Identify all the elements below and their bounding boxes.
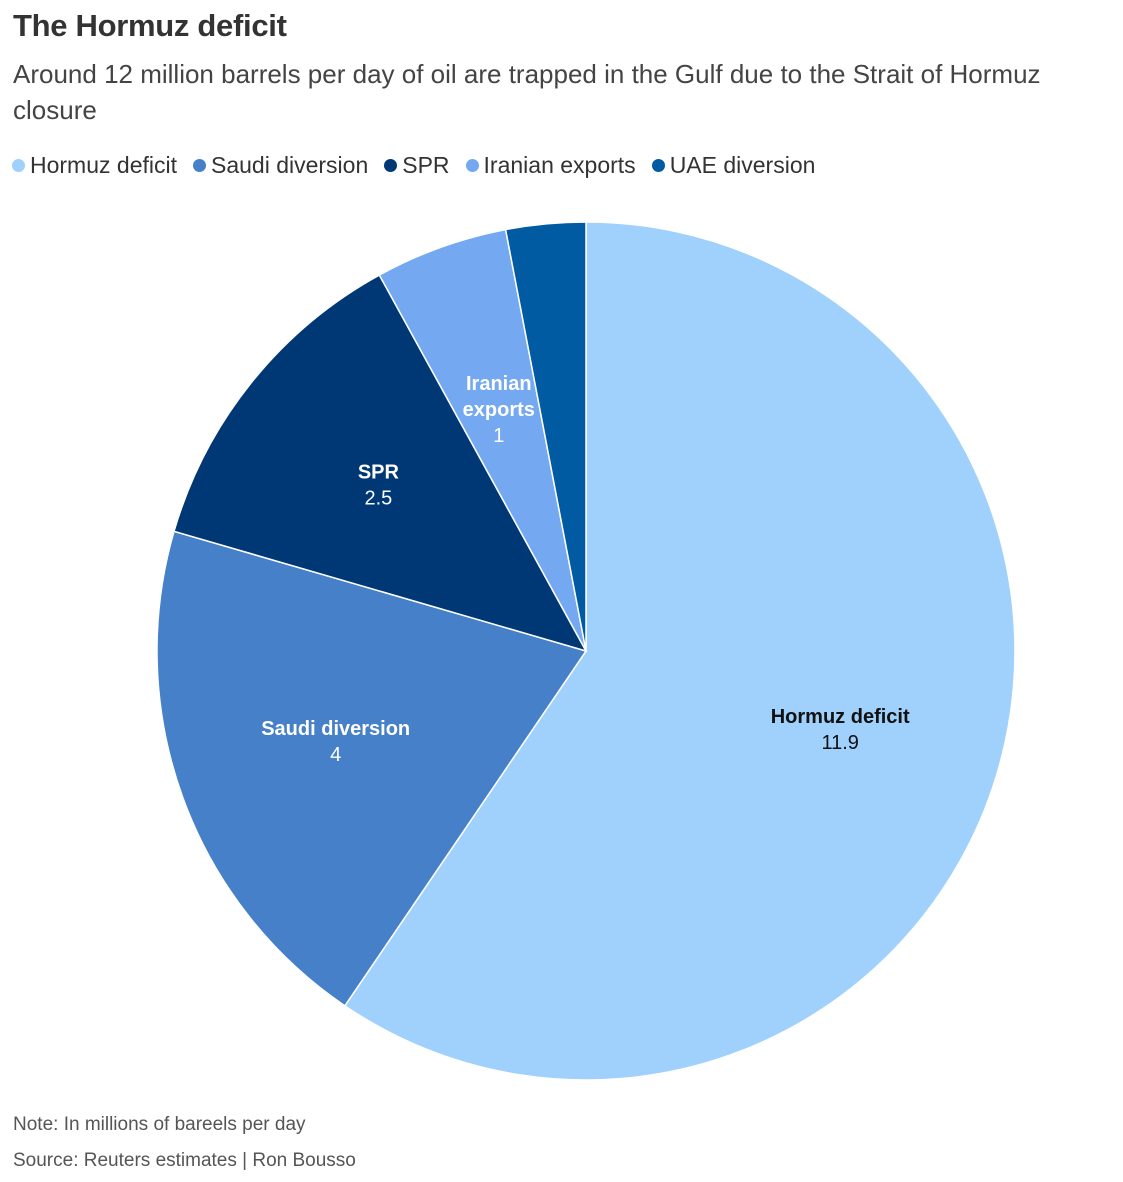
pie-slice-hormuz-deficit: [343, 221, 1016, 1081]
legend-swatch-uae-diversion: [651, 159, 665, 172]
pie-labels: Hormuz deficit 11.9 Saudi diversion 4 SPR 2.5…: [261, 373, 910, 766]
slice-label-saudi-diversion: Saudi diversion: [261, 718, 410, 740]
legend-item-saudi-diversion: Saudi diversion: [192, 152, 369, 179]
legend-item-iranian-exports: Iranian exports: [465, 152, 636, 179]
legend-swatch-iranian-exports: [465, 159, 479, 172]
legend-swatch-saudi-diversion: [192, 159, 206, 172]
chart-subtitle: Around 12 million barrels per day of oil…: [13, 59, 1041, 125]
legend-label-saudi-diversion: Saudi diversion: [210, 152, 369, 178]
slice-value-iranian-exports: 1: [493, 425, 504, 447]
slice-value-saudi-diversion: 4: [330, 744, 341, 766]
slice-label-iranian-exports-line-1: Iranian: [466, 373, 532, 395]
slice-label-iranian-exports-line-2: exports: [463, 399, 535, 421]
slice-value-hormuz-deficit: 11.9: [821, 732, 858, 754]
slice-label-hormuz-deficit: Hormuz deficit: [771, 706, 910, 728]
slice-label-spr: SPR: [358, 462, 400, 484]
chart-legend: Hormuz deficit Saudi diversion SPR Irani…: [12, 152, 831, 179]
legend-label-hormuz-deficit: Hormuz deficit: [30, 152, 177, 178]
chart-note: Note: In millions of bareels per day: [13, 1114, 306, 1135]
chart-source: Source: Reuters estimates | Ron Bousso: [13, 1150, 356, 1171]
pie-chart: Hormuz deficit 11.9 Saudi diversion 4 SPR 2.5…: [156, 221, 1016, 1081]
legend-item-uae-diversion: UAE diversion: [651, 152, 816, 179]
slice-value-spr: 2.5: [364, 488, 392, 510]
legend-swatch-hormuz-deficit: [12, 159, 25, 172]
pie-slice-saudi-diversion: [156, 530, 588, 1007]
pie-slice-spr: [173, 274, 588, 653]
pie-slices: [156, 221, 1016, 1081]
legend-item-spr: SPR: [384, 152, 450, 179]
legend-label-spr: SPR: [402, 152, 450, 178]
legend-label-uae-diversion: UAE diversion: [669, 152, 816, 178]
legend-swatch-spr: [384, 159, 398, 172]
legend-item-hormuz-deficit: Hormuz deficit: [12, 152, 177, 179]
legend-label-iranian-exports: Iranian exports: [483, 152, 636, 178]
chart-title: The Hormuz deficit: [13, 8, 287, 43]
pie-slice-uae-diversion: [504, 221, 587, 652]
